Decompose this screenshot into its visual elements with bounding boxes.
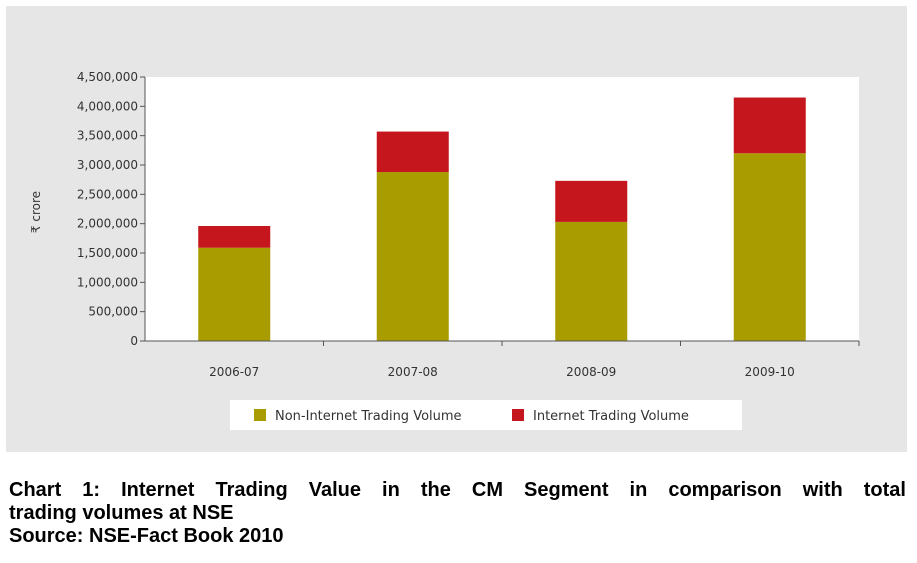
bars [198,97,806,341]
y-tick-label: 0 [130,334,138,348]
y-tick-label: 500,000 [88,305,138,319]
legend-label-non-internet: Non-Internet Trading Volume [275,409,462,424]
legend-swatch-non-internet [254,409,266,421]
chart-panel: 0 500,000 1,000,000 1,500,000 2,000,000 2,500… [6,6,907,452]
y-tick-label: 2,000,000 [77,217,138,231]
y-tick-label: 1,500,000 [77,246,138,260]
bar-non-internet [376,172,449,341]
bar-non-internet [198,247,271,341]
bar-non-internet [555,221,628,341]
caption-line-3: Source: NSE-Fact Book 2010 [9,525,284,547]
x-tick-label: 2007-08 [388,365,438,379]
legend-swatch-internet [512,409,524,421]
bar-internet [555,180,628,222]
bar-internet [198,226,271,248]
y-tick-label: 2,500,000 [77,187,138,201]
legend: Non-Internet Trading Volume Internet Tra… [230,400,742,430]
y-tick-label: 1,000,000 [77,275,138,289]
bar-non-internet [733,153,806,341]
caption-line-1: Chart 1: Internet Trading Value in the C… [9,479,906,501]
legend-box [230,400,742,430]
y-axis-ticks: 0 500,000 1,000,000 1,500,000 2,000,000 2,500… [77,70,145,348]
bar-internet [376,131,449,173]
y-tick-label: 3,000,000 [77,158,138,172]
y-tick-label: 4,000,000 [77,99,138,113]
x-tick-label: 2009-10 [745,365,795,379]
y-tick-label: 3,500,000 [77,129,138,143]
x-axis-labels: 2006-07 2007-08 2008-09 2009-10 [209,341,860,379]
caption-line-2: trading volumes at NSE [9,502,234,524]
stacked-bar-chart: 0 500,000 1,000,000 1,500,000 2,000,000 2,500… [29,70,860,430]
x-tick-label: 2008-09 [566,365,616,379]
bar-internet [733,97,806,154]
chart-caption: Chart 1: Internet Trading Value in the C… [9,479,906,548]
y-tick-label: 4,500,000 [77,70,138,84]
x-tick-label: 2006-07 [209,365,259,379]
legend-label-internet: Internet Trading Volume [533,409,689,424]
y-axis-title: ₹ crore [29,191,43,233]
